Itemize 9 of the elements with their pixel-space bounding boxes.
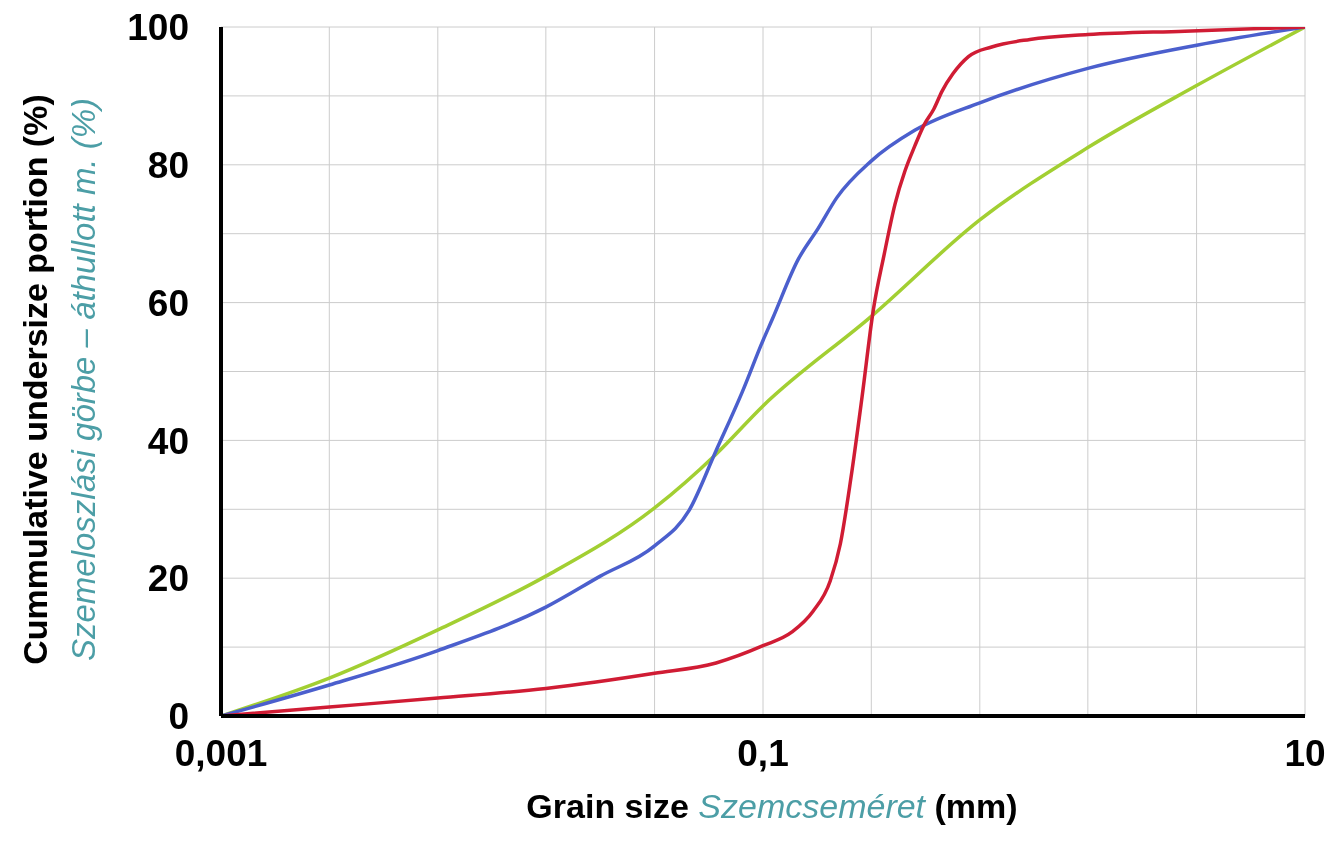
y-tick-label: 80 [147, 144, 189, 186]
x-tick-label: 10 [1284, 733, 1326, 775]
x-axis-title: Grain size Szemcseméret (mm) [526, 787, 1018, 825]
y-axis-title: Cummulative undersize portion (%) Szemeloszlási görbe – áthullott m. (%) [16, 94, 102, 665]
y-tick-label: 20 [147, 558, 189, 600]
y-tick-label: 100 [127, 7, 189, 49]
y-tick-label: 60 [147, 282, 189, 324]
y-tick-label: 40 [147, 420, 189, 462]
x-tick-label: 0,1 [737, 733, 789, 775]
